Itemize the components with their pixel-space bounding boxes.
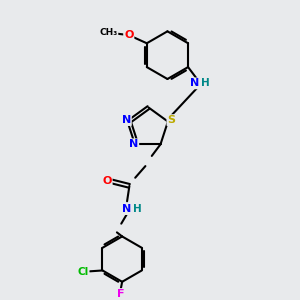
Text: S: S [167,115,175,125]
Text: O: O [124,30,134,40]
Text: CH₃: CH₃ [99,28,118,37]
Text: N: N [190,78,199,88]
Text: Cl: Cl [77,267,88,277]
Text: H: H [201,78,209,88]
Text: N: N [129,139,138,149]
Text: N: N [122,204,132,214]
Text: H: H [133,204,142,214]
Text: N: N [122,115,131,125]
Text: O: O [102,176,112,186]
Text: F: F [117,289,124,299]
